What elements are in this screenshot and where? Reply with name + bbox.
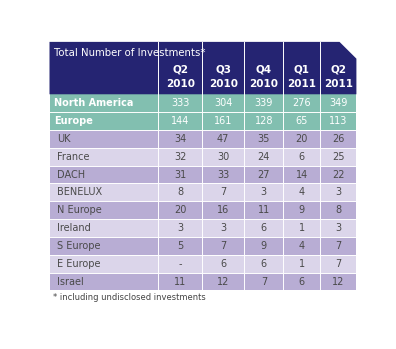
Text: S Europe: S Europe xyxy=(57,241,101,251)
Bar xyxy=(50,273,356,290)
Text: BENELUX: BENELUX xyxy=(57,187,102,198)
Text: France: France xyxy=(57,152,89,162)
Text: 304: 304 xyxy=(214,98,232,108)
Text: 3: 3 xyxy=(335,187,341,198)
Text: 339: 339 xyxy=(255,98,273,108)
Bar xyxy=(50,166,356,184)
Text: 6: 6 xyxy=(261,223,267,233)
Text: 47: 47 xyxy=(217,134,229,144)
Text: -: - xyxy=(179,259,182,269)
Text: * including undisclosed investments: * including undisclosed investments xyxy=(53,293,205,302)
Text: N Europe: N Europe xyxy=(57,205,102,215)
Text: 9: 9 xyxy=(299,205,305,215)
Bar xyxy=(50,148,356,166)
Bar xyxy=(50,237,356,255)
Text: 11: 11 xyxy=(258,205,270,215)
Text: 161: 161 xyxy=(214,116,232,126)
Text: 3: 3 xyxy=(220,223,226,233)
Text: 6: 6 xyxy=(299,152,305,162)
Text: Israel: Israel xyxy=(57,276,84,287)
Bar xyxy=(50,184,356,201)
Text: Europe: Europe xyxy=(54,116,93,126)
Bar xyxy=(50,94,356,112)
Text: 2010: 2010 xyxy=(209,79,238,89)
Text: 2010: 2010 xyxy=(166,79,195,89)
Text: 7: 7 xyxy=(220,241,227,251)
Text: 3: 3 xyxy=(335,223,341,233)
Text: 7: 7 xyxy=(220,187,227,198)
Text: 333: 333 xyxy=(171,98,189,108)
Text: 6: 6 xyxy=(299,276,305,287)
Text: Q2: Q2 xyxy=(330,64,346,74)
Text: 65: 65 xyxy=(295,116,308,126)
Text: 7: 7 xyxy=(335,259,341,269)
Text: 26: 26 xyxy=(332,134,345,144)
Text: 20: 20 xyxy=(174,205,187,215)
Text: 7: 7 xyxy=(261,276,267,287)
Text: 11: 11 xyxy=(174,276,187,287)
Text: 3: 3 xyxy=(177,223,183,233)
Text: 144: 144 xyxy=(171,116,189,126)
Text: Ireland: Ireland xyxy=(57,223,91,233)
Text: 32: 32 xyxy=(174,152,187,162)
Text: 1: 1 xyxy=(299,223,305,233)
Text: DACH: DACH xyxy=(57,170,85,179)
Bar xyxy=(50,201,356,219)
Text: 9: 9 xyxy=(261,241,267,251)
Text: 2011: 2011 xyxy=(324,79,353,89)
Text: 31: 31 xyxy=(174,170,187,179)
Text: 20: 20 xyxy=(295,134,308,144)
Text: 7: 7 xyxy=(335,241,341,251)
Text: 24: 24 xyxy=(258,152,270,162)
Bar xyxy=(50,255,356,273)
Text: 2010: 2010 xyxy=(249,79,278,89)
Text: 1: 1 xyxy=(299,259,305,269)
Text: 30: 30 xyxy=(217,152,229,162)
Text: 5: 5 xyxy=(177,241,183,251)
Text: 276: 276 xyxy=(293,98,311,108)
Text: Q4: Q4 xyxy=(256,64,272,74)
Text: Total Number of Investments*: Total Number of Investments* xyxy=(54,49,206,58)
Polygon shape xyxy=(50,42,356,94)
Text: 33: 33 xyxy=(217,170,229,179)
Text: 3: 3 xyxy=(261,187,267,198)
Text: 8: 8 xyxy=(335,205,341,215)
Text: Q2: Q2 xyxy=(172,64,188,74)
Text: 12: 12 xyxy=(217,276,229,287)
Text: 6: 6 xyxy=(261,259,267,269)
Text: 12: 12 xyxy=(332,276,345,287)
Bar xyxy=(50,130,356,148)
Text: 113: 113 xyxy=(329,116,347,126)
Text: 2011: 2011 xyxy=(287,79,316,89)
Text: 27: 27 xyxy=(258,170,270,179)
Text: Q1: Q1 xyxy=(294,64,310,74)
Text: 22: 22 xyxy=(332,170,345,179)
Text: 4: 4 xyxy=(299,241,305,251)
Text: 34: 34 xyxy=(174,134,187,144)
Text: E Europe: E Europe xyxy=(57,259,101,269)
Text: UK: UK xyxy=(57,134,70,144)
Text: North America: North America xyxy=(54,98,133,108)
Text: Q3: Q3 xyxy=(215,64,231,74)
Text: 14: 14 xyxy=(296,170,308,179)
Text: 8: 8 xyxy=(177,187,183,198)
Text: 25: 25 xyxy=(332,152,345,162)
Text: 349: 349 xyxy=(329,98,347,108)
Bar xyxy=(50,219,356,237)
Text: 128: 128 xyxy=(255,116,273,126)
Bar xyxy=(50,112,356,130)
Text: 4: 4 xyxy=(299,187,305,198)
Text: 16: 16 xyxy=(217,205,229,215)
Text: 6: 6 xyxy=(220,259,226,269)
Text: 35: 35 xyxy=(258,134,270,144)
